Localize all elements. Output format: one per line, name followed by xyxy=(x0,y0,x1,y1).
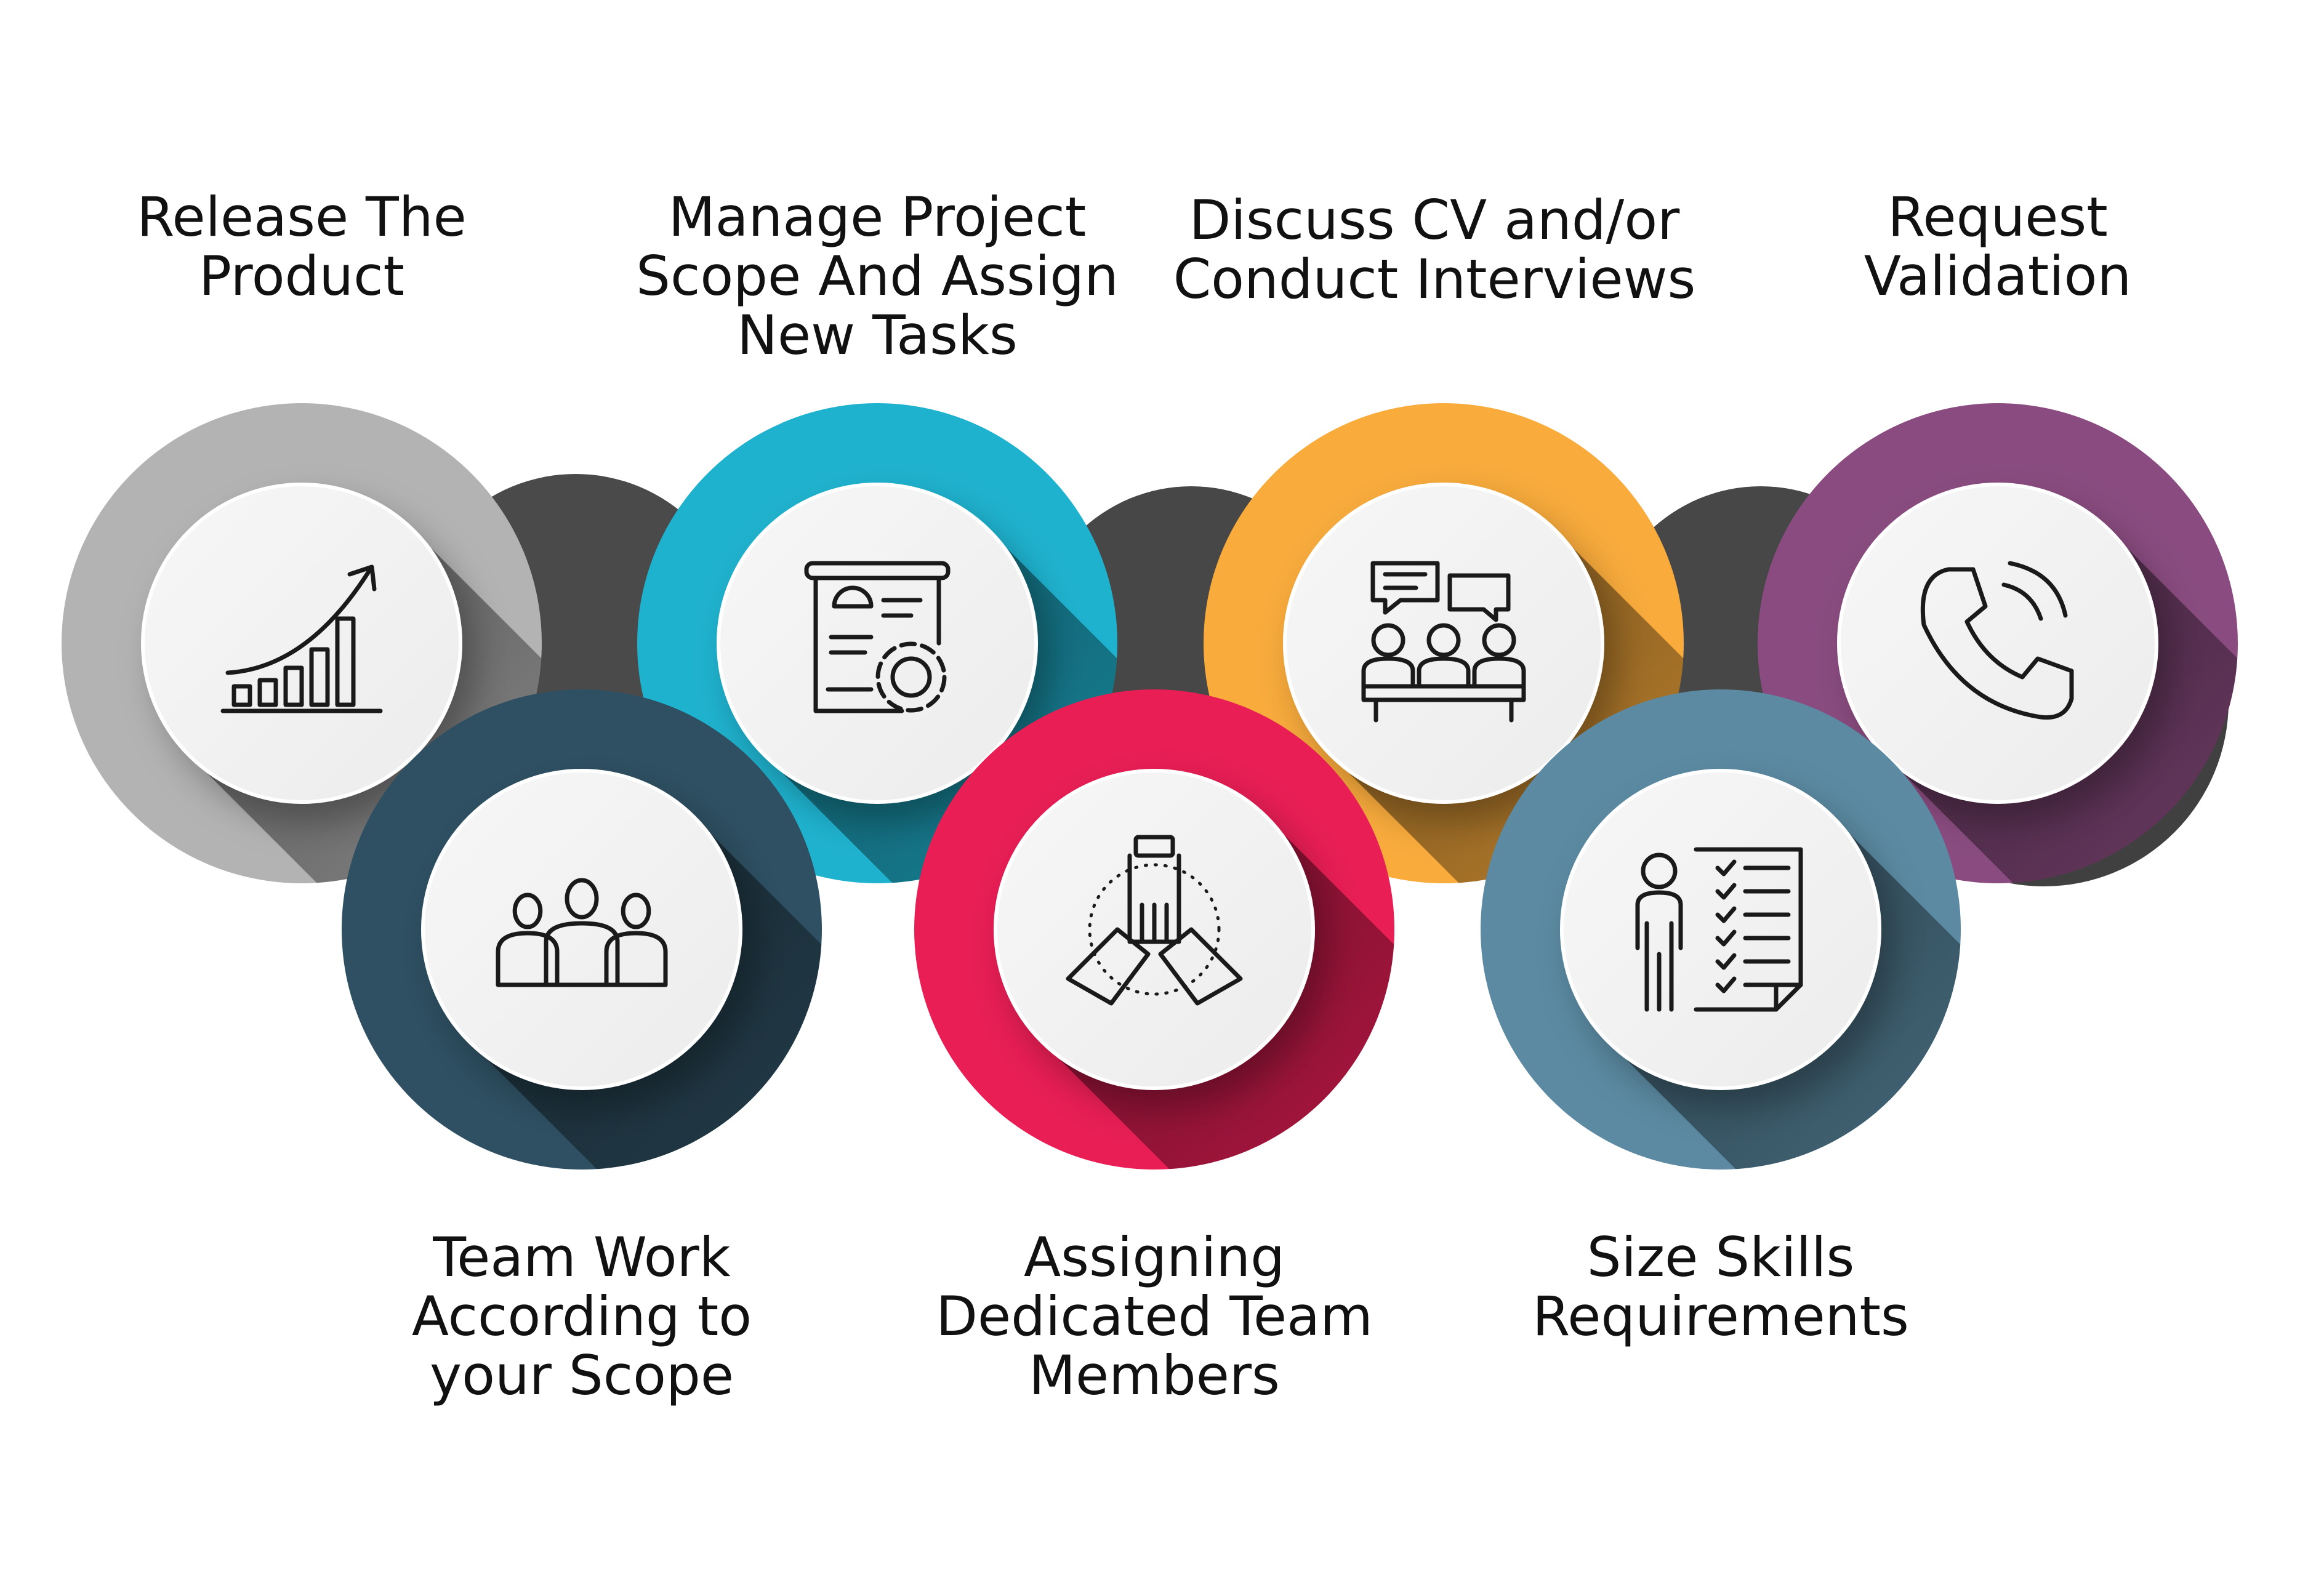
team-icon xyxy=(496,878,668,987)
ring-teamwork-inner xyxy=(421,769,742,1090)
step-label-teamwork-line: Team Work xyxy=(433,1226,731,1289)
step-label-teamwork: Team Work According to your Scope xyxy=(305,1228,859,1405)
step-label-discuss-line: Conduct Interviews xyxy=(1173,247,1696,311)
step-label-teamwork-line: According to xyxy=(411,1285,752,1348)
skills-checklist-icon xyxy=(1635,847,1803,1012)
growth-chart-icon xyxy=(220,564,383,713)
step-label-manage-line: Scope And Assign xyxy=(636,244,1119,308)
ring-discuss-inner xyxy=(1283,483,1604,804)
rings-back xyxy=(62,403,2238,883)
ring-manage-inner xyxy=(717,483,1038,804)
step-label-release: Release The Product xyxy=(25,188,579,306)
interview-icon xyxy=(1361,561,1526,723)
step-label-assigning-line: Members xyxy=(1029,1344,1280,1407)
teamwork-hands-icon xyxy=(1066,835,1243,1006)
step-label-assigning-line: Dedicated Team xyxy=(936,1285,1373,1348)
step-label-request-line: Validation xyxy=(1864,244,2132,308)
step-label-release-line: Release The xyxy=(137,185,467,249)
step-label-discuss-line: Discuss CV and/or xyxy=(1189,188,1680,252)
step-label-size: Size Skills Requirements xyxy=(1444,1228,1998,1346)
project-planning-icon xyxy=(804,561,951,713)
ring-request-inner xyxy=(1837,483,2158,804)
step-label-size-line: Size Skills xyxy=(1586,1226,1855,1289)
phone-call-icon xyxy=(1920,561,2074,720)
step-label-request-line: Request xyxy=(1888,185,2108,249)
step-label-discuss: Discuss CV and/or Conduct Interviews xyxy=(1157,191,1711,309)
step-label-manage-line: New Tasks xyxy=(737,303,1018,367)
step-label-release-line: Product xyxy=(198,244,405,308)
step-label-manage-line: Manage Project xyxy=(668,185,1087,249)
step-label-assigning: Assigning Dedicated Team Members xyxy=(877,1228,1431,1405)
step-label-assigning-line: Assigning xyxy=(1023,1226,1285,1289)
step-label-size-line: Requirements xyxy=(1532,1285,1909,1348)
step-label-teamwork-line: your Scope xyxy=(430,1344,734,1407)
ring-size-inner xyxy=(1560,769,1881,1090)
step-label-manage: Manage Project Scope And Assign New Tasks xyxy=(600,188,1154,365)
step-label-request: Request Validation xyxy=(1721,188,2275,306)
